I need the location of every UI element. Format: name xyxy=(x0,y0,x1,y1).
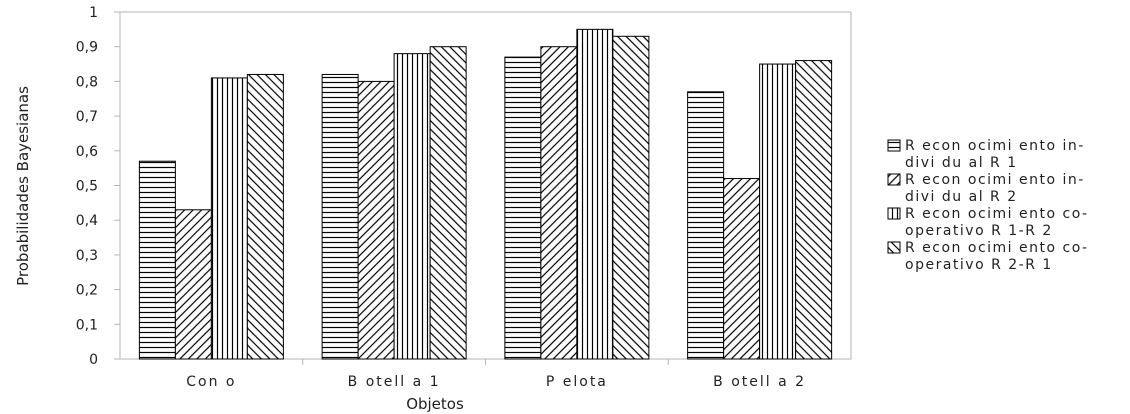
legend-label: divi du al R 2 xyxy=(905,189,1018,205)
legend-swatch xyxy=(887,207,901,220)
bar xyxy=(504,56,542,360)
legend-swatch xyxy=(887,139,901,152)
y-tick-label: 0,5 xyxy=(76,179,98,195)
legend-label: divi du al R 1 xyxy=(905,155,1018,171)
y-tick-label: 0,9 xyxy=(76,40,98,56)
bar xyxy=(138,160,176,360)
x-tick-label: B otell a 1 xyxy=(348,374,441,390)
bar xyxy=(723,178,761,360)
y-tick-label: 0 xyxy=(89,352,98,368)
bar xyxy=(210,77,248,360)
bar xyxy=(357,80,395,360)
bar xyxy=(612,35,650,360)
bar xyxy=(687,91,725,360)
legend-label: operativo R 2-R 1 xyxy=(905,257,1053,273)
legend-label: R econ ocimi ento in- xyxy=(905,172,1085,188)
legend-swatch xyxy=(887,241,901,254)
x-tick-label: Con o xyxy=(186,374,236,390)
y-axis-ticks: 0 0,1 0,2 0,3 0,4 0,5 0,6 0,7 0,8 0,9 1 xyxy=(76,5,120,368)
y-tick-label: 0,4 xyxy=(76,213,98,229)
x-tick-label: B otell a 2 xyxy=(713,374,806,390)
y-tick-label: 0,7 xyxy=(76,109,98,125)
bar xyxy=(393,53,431,360)
legend-label: R econ ocimi ento co- xyxy=(905,240,1089,256)
y-tick-label: 0,6 xyxy=(76,144,98,160)
legend-label: operativo R 1-R 2 xyxy=(905,223,1053,239)
legend-label: R econ ocimi ento co- xyxy=(905,206,1089,222)
bar xyxy=(576,28,614,360)
bars xyxy=(138,28,833,360)
bar xyxy=(321,73,359,360)
legend: R econ ocimi ento in-divi du al R 1R eco… xyxy=(887,138,1089,273)
bar xyxy=(429,46,467,360)
y-tick-label: 0,8 xyxy=(76,74,98,90)
y-tick-label: 1 xyxy=(89,5,98,21)
x-axis-ticks: Con o B otell a 1 P elota B otell a 2 xyxy=(186,359,806,390)
legend-label: R econ ocimi ento in- xyxy=(905,138,1085,154)
legend-swatch xyxy=(887,173,901,186)
x-axis-title: Objetos xyxy=(406,395,464,413)
bar xyxy=(759,63,797,360)
bar xyxy=(795,60,833,360)
y-tick-label: 0,3 xyxy=(76,248,98,264)
y-axis-title: Probabilidades Bayesianas xyxy=(14,86,32,286)
x-tick-label: P elota xyxy=(546,374,608,390)
y-tick-label: 0,2 xyxy=(76,283,98,299)
bar xyxy=(174,209,212,360)
y-tick-label: 0,1 xyxy=(76,317,98,333)
bar xyxy=(246,73,284,360)
bar xyxy=(540,46,578,360)
